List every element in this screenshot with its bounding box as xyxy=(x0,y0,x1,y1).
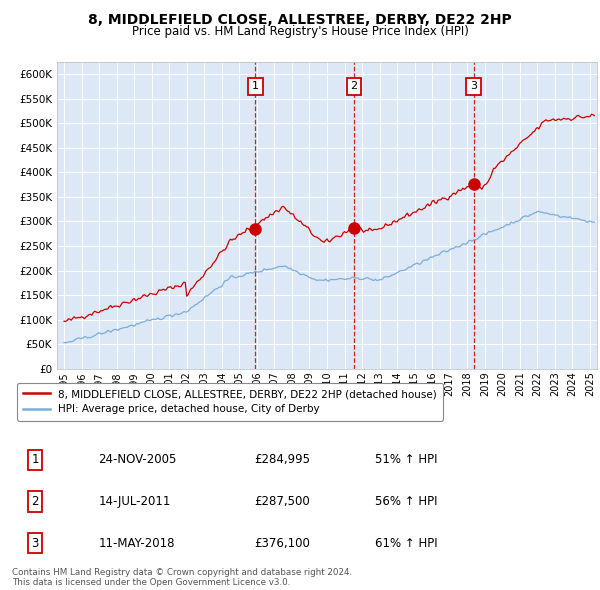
Legend: 8, MIDDLEFIELD CLOSE, ALLESTREE, DERBY, DE22 2HP (detached house), HPI: Average : 8, MIDDLEFIELD CLOSE, ALLESTREE, DERBY, … xyxy=(17,383,443,421)
Text: 1: 1 xyxy=(251,81,259,91)
Text: 56% ↑ HPI: 56% ↑ HPI xyxy=(375,495,437,508)
Text: 3: 3 xyxy=(31,536,39,549)
Text: 2: 2 xyxy=(31,495,39,508)
Text: 8, MIDDLEFIELD CLOSE, ALLESTREE, DERBY, DE22 2HP: 8, MIDDLEFIELD CLOSE, ALLESTREE, DERBY, … xyxy=(88,13,512,27)
Text: £287,500: £287,500 xyxy=(254,495,310,508)
Text: £376,100: £376,100 xyxy=(254,536,310,549)
Text: 11-MAY-2018: 11-MAY-2018 xyxy=(98,536,175,549)
Text: £284,995: £284,995 xyxy=(254,454,310,467)
Text: 61% ↑ HPI: 61% ↑ HPI xyxy=(375,536,437,549)
Text: 24-NOV-2005: 24-NOV-2005 xyxy=(98,454,177,467)
Text: 1: 1 xyxy=(31,454,39,467)
Text: 2: 2 xyxy=(350,81,358,91)
Text: 14-JUL-2011: 14-JUL-2011 xyxy=(98,495,171,508)
Text: Contains HM Land Registry data © Crown copyright and database right 2024.
This d: Contains HM Land Registry data © Crown c… xyxy=(12,568,352,587)
Text: Price paid vs. HM Land Registry's House Price Index (HPI): Price paid vs. HM Land Registry's House … xyxy=(131,25,469,38)
Text: 51% ↑ HPI: 51% ↑ HPI xyxy=(375,454,437,467)
Text: 3: 3 xyxy=(470,81,477,91)
